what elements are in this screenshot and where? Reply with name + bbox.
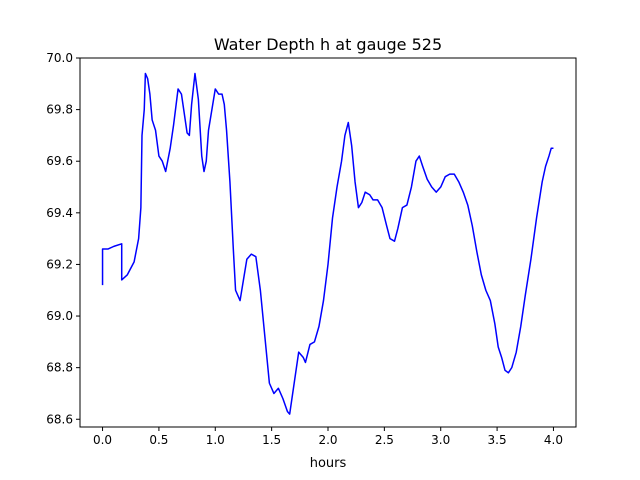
series-line-1 — [101, 72, 554, 415]
x-tick-label: 4.0 — [544, 433, 563, 447]
y-tick-label: 69.0 — [46, 309, 73, 323]
y-tick-label: 69.8 — [46, 103, 73, 117]
y-tick-label: 68.6 — [46, 412, 73, 426]
x-tick-label: 2.5 — [375, 433, 394, 447]
plot-data-layer — [101, 72, 554, 415]
x-tick-label: 1.0 — [206, 433, 225, 447]
x-tick-label: 3.0 — [431, 433, 450, 447]
chart-title: Water Depth h at gauge 525 — [214, 35, 442, 54]
y-axis: 68.6 68.8 69.0 69.2 69.4 69.6 69.8 70.0 — [46, 51, 80, 426]
y-tick-label: 69.6 — [46, 154, 73, 168]
y-tick-label: 69.2 — [46, 257, 73, 271]
x-tick-label: 3.5 — [488, 433, 507, 447]
y-tick-label: 69.4 — [46, 206, 73, 220]
y-tick-label: 68.8 — [46, 361, 73, 375]
x-tick-label: 1.5 — [262, 433, 281, 447]
x-tick-label: 0.0 — [93, 433, 112, 447]
x-axis: 0.0 0.5 1.0 1.5 2.0 2.5 3.0 3.5 4.0 — [93, 427, 563, 447]
x-tick-label: 2.0 — [318, 433, 337, 447]
x-axis-label: hours — [310, 456, 347, 471]
x-tick-label: 0.5 — [149, 433, 168, 447]
y-tick-label: 70.0 — [46, 51, 73, 65]
